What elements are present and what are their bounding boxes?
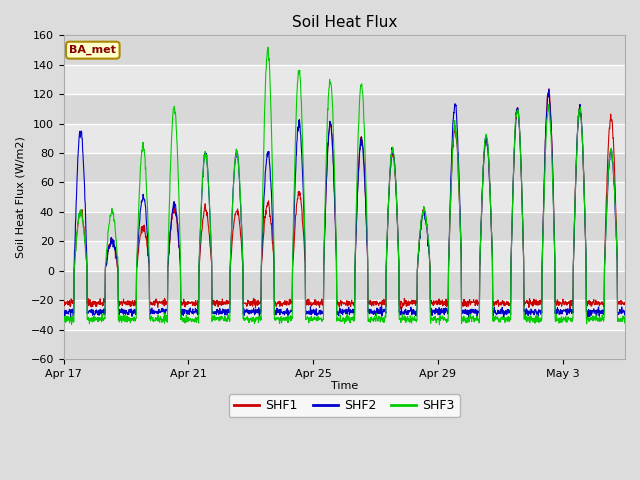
Bar xyxy=(64,182,625,212)
Text: BA_met: BA_met xyxy=(69,45,116,55)
Bar xyxy=(64,300,625,329)
Title: Soil Heat Flux: Soil Heat Flux xyxy=(292,15,397,30)
Y-axis label: Soil Heat Flux (W/m2): Soil Heat Flux (W/m2) xyxy=(15,136,25,258)
Bar xyxy=(64,271,625,300)
Bar xyxy=(64,65,625,94)
Bar xyxy=(64,241,625,271)
Bar xyxy=(64,94,625,123)
Legend: SHF1, SHF2, SHF3: SHF1, SHF2, SHF3 xyxy=(229,395,460,418)
X-axis label: Time: Time xyxy=(331,382,358,391)
Bar xyxy=(64,36,625,65)
Bar xyxy=(64,153,625,182)
Bar xyxy=(64,212,625,241)
Bar xyxy=(64,329,625,359)
Bar xyxy=(64,123,625,153)
